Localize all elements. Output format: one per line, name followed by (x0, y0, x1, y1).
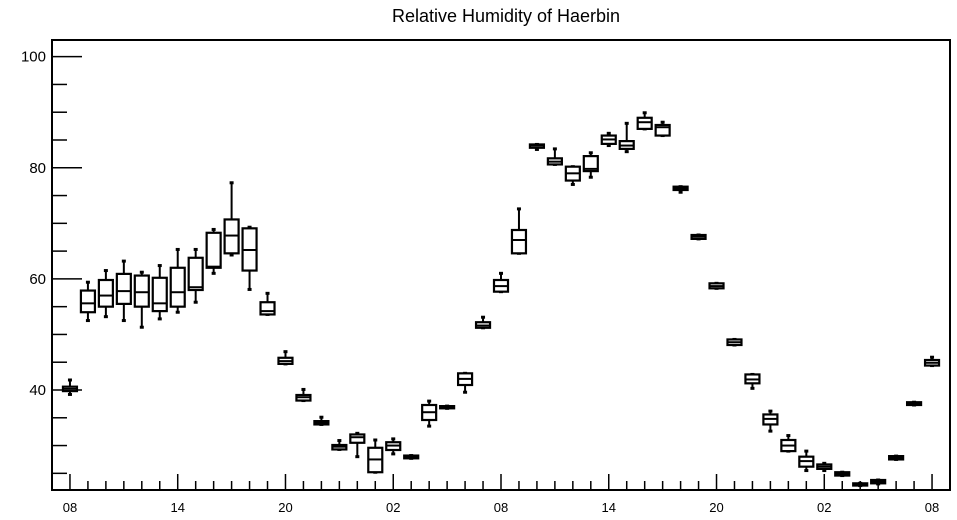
box-body (151, 276, 168, 313)
box-hour-41 (798, 449, 815, 473)
y-tick-label: 80 (29, 160, 46, 177)
box-hour-39 (762, 409, 779, 433)
x-tick-label: 20 (709, 500, 723, 515)
boxes-layer (61, 111, 941, 488)
box-hour-7 (187, 247, 204, 304)
box-hour-32 (636, 111, 653, 131)
box-body (349, 433, 366, 444)
box-hour-10 (241, 225, 258, 291)
box-hour-24 (492, 271, 510, 294)
box-hour-46 (888, 454, 905, 461)
box-hour-38 (744, 372, 761, 390)
box-body (582, 155, 599, 173)
box-body (654, 123, 671, 137)
box-hour-30 (600, 131, 617, 148)
box-body (79, 289, 97, 314)
box-hour-43 (834, 470, 851, 478)
box-body (115, 272, 132, 305)
x-tick-label: 08 (63, 500, 77, 515)
box-hour-35 (690, 233, 707, 241)
box-hour-40 (780, 434, 797, 453)
x-tick-label: 14 (170, 500, 184, 515)
x-axis: 08 14 20 02 08 14 20 02 08 (63, 474, 939, 515)
box-hour-2 (97, 269, 114, 319)
box-hour-0 (61, 378, 79, 396)
y-tick-label: 40 (29, 382, 46, 399)
box-hour-5 (151, 264, 168, 321)
box-hour-6 (169, 247, 186, 314)
box-body (205, 231, 222, 269)
box-hour-34 (672, 185, 689, 194)
box-hour-25 (510, 207, 528, 255)
box-hour-17 (367, 438, 384, 474)
box-body (259, 301, 276, 316)
box-hour-33 (654, 120, 671, 138)
x-tick-label: 02 (386, 500, 400, 515)
box-hour-29 (582, 151, 599, 179)
box-body (97, 278, 114, 308)
y-tick-label: 100 (21, 49, 46, 66)
x-tick-label: 02 (817, 500, 831, 515)
box-hour-3 (115, 259, 132, 323)
box-hour-22 (456, 371, 474, 394)
box-hour-27 (546, 147, 563, 166)
y-axis: 40 60 80 100 (21, 49, 82, 475)
box-hour-45 (870, 478, 887, 486)
box-body (510, 228, 528, 255)
box-hour-4 (133, 270, 150, 329)
box-hour-13 (295, 387, 312, 403)
x-tick-label: 08 (925, 500, 939, 515)
y-tick-label: 60 (29, 271, 46, 288)
box-body (169, 266, 186, 308)
box-hour-1 (79, 280, 97, 323)
box-hour-15 (331, 439, 348, 451)
box-hour-14 (313, 415, 330, 426)
box-hour-37 (726, 337, 743, 347)
chart-title: Relative Humidity of Haerbin (392, 6, 620, 26)
box-hour-31 (618, 121, 635, 154)
box-hour-44 (852, 481, 869, 488)
box-hour-11 (259, 291, 276, 316)
box-body (133, 274, 150, 308)
box-body (636, 116, 653, 130)
box-hour-28 (564, 165, 581, 186)
box-hour-21 (439, 404, 456, 410)
x-tick-label: 14 (602, 500, 616, 515)
box-hour-16 (349, 431, 366, 459)
box-hour-23 (474, 315, 492, 330)
box-hour-19 (403, 454, 420, 460)
box-hour-42 (816, 461, 833, 473)
box-hour-20 (421, 399, 438, 428)
box-hour-12 (277, 350, 294, 366)
box-hour-47 (905, 400, 923, 407)
plot-frame (51, 39, 951, 491)
box-body (187, 256, 204, 292)
x-tick-label: 20 (278, 500, 292, 515)
box-hour-36 (708, 281, 725, 290)
box-hour-48 (923, 355, 941, 368)
box-hour-9 (223, 181, 240, 257)
box-hour-26 (528, 142, 546, 151)
box-hour-18 (385, 437, 402, 456)
x-tick-label: 08 (494, 500, 508, 515)
box-hour-8 (205, 227, 222, 275)
